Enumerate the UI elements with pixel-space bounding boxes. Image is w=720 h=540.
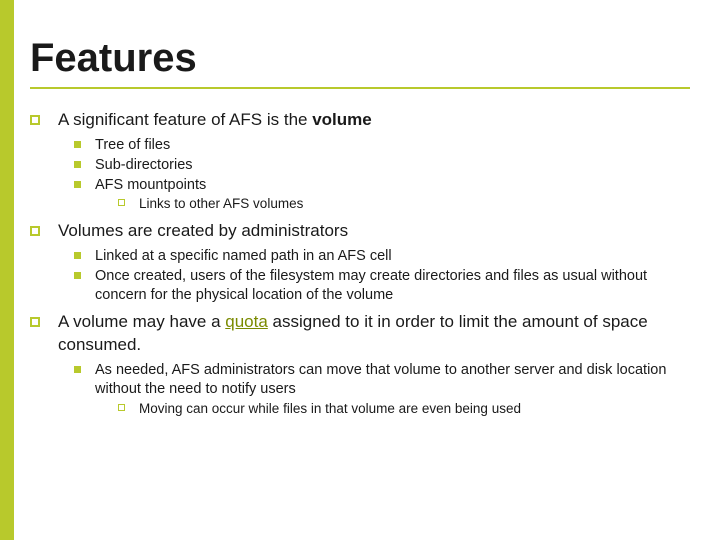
hollow-square-icon [30,317,40,327]
bullet-text: A volume may have a quota assigned to it… [58,311,698,357]
hollow-square-icon [30,226,40,236]
filled-square-icon [74,366,81,373]
hollow-small-square-icon [118,199,125,206]
bullet-level2: Sub-directories [74,156,698,175]
bullet-text: As needed, AFS administrators can move t… [95,361,698,399]
bullet-text: AFS mountpoints [95,176,206,195]
bullet-level1: A volume may have a quota assigned to it… [30,311,698,357]
bold-run: volume [312,110,372,129]
bullet-level1: A significant feature of AFS is the volu… [30,109,698,132]
bullet-text: Volumes are created by administrators [58,220,348,243]
bullet-level3: Links to other AFS volumes [118,195,698,213]
text-run: A significant feature of AFS is the [58,110,312,129]
filled-square-icon [74,272,81,279]
text-run: A volume may have a [58,312,225,331]
hollow-square-icon [30,115,40,125]
bullet-level1: Volumes are created by administrators [30,220,698,243]
hollow-small-square-icon [118,404,125,411]
title-underline [30,87,690,89]
filled-square-icon [74,141,81,148]
bullet-text: Tree of files [95,136,170,155]
bullet-text: Once created, users of the filesystem ma… [95,267,698,305]
bullet-text: Moving can occur while files in that vol… [139,400,521,418]
filled-square-icon [74,252,81,259]
bullet-text: Sub-directories [95,156,193,175]
slide-title: Features [30,36,698,81]
quota-link[interactable]: quota [225,312,268,331]
bullet-level2: Linked at a specific named path in an AF… [74,247,698,266]
slide-content: Features A significant feature of AFS is… [30,36,698,419]
bullet-level2: Tree of files [74,136,698,155]
bullet-text: Linked at a specific named path in an AF… [95,247,392,266]
bullet-level2: Once created, users of the filesystem ma… [74,267,698,305]
bullet-level3: Moving can occur while files in that vol… [118,400,698,418]
filled-square-icon [74,161,81,168]
bullet-text: Links to other AFS volumes [139,195,303,213]
bullet-level2: As needed, AFS administrators can move t… [74,361,698,399]
filled-square-icon [74,181,81,188]
accent-sidebar [0,0,14,540]
bullet-text: A significant feature of AFS is the volu… [58,109,372,132]
bullet-level2: AFS mountpoints [74,176,698,195]
